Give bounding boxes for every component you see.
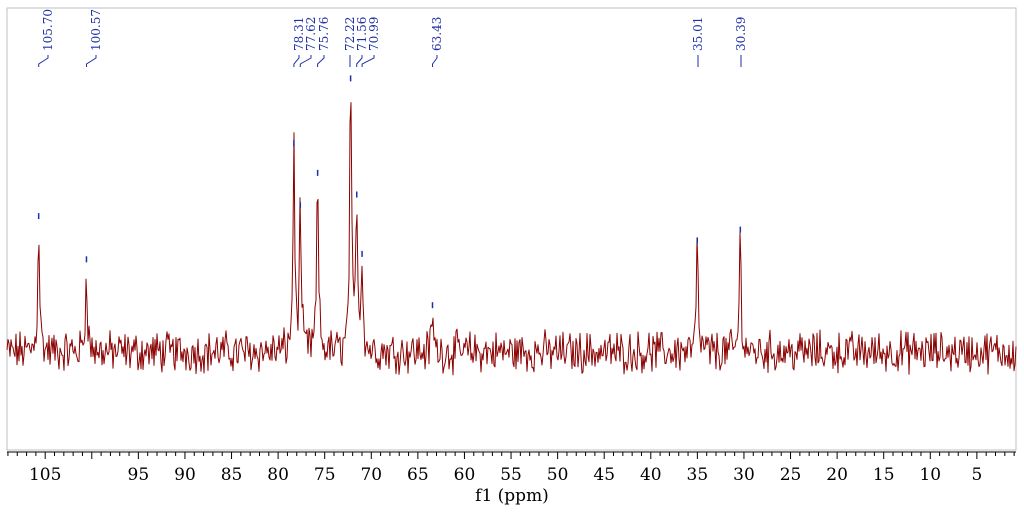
peak-label: 75.76 <box>317 17 331 51</box>
peak-label: 100.57 <box>89 9 103 51</box>
x-tick-label: 75 <box>314 465 336 485</box>
peak-label: 30.39 <box>734 17 748 51</box>
x-tick-label: 25 <box>780 465 802 485</box>
peak-label-leader <box>38 55 49 67</box>
peak-label: 63.43 <box>430 17 444 51</box>
plot-frame <box>6 7 1017 451</box>
x-tick-label: 105 <box>29 465 61 485</box>
x-tick-label: 10 <box>919 465 941 485</box>
x-tick-label: 80 <box>267 465 289 485</box>
x-tick-label: 15 <box>873 465 895 485</box>
spectrum-layer <box>6 102 1017 376</box>
peak-label-leader <box>317 55 325 67</box>
peak-label: 71.56 <box>355 17 369 51</box>
x-tick-label: 50 <box>547 465 569 485</box>
peak-marker-layer <box>37 75 742 309</box>
peak-label: 105.70 <box>41 9 55 51</box>
peak-label-leader <box>432 55 438 67</box>
x-tick-label: 60 <box>454 465 476 485</box>
x-tick-label: 5 <box>971 465 982 485</box>
peak-label-leader <box>86 55 97 67</box>
x-tick-label: 45 <box>593 465 615 485</box>
x-tick-label: 85 <box>221 465 243 485</box>
x-tick-label: 55 <box>500 465 522 485</box>
x-tick-label: 65 <box>407 465 429 485</box>
x-tick-label: 30 <box>733 465 755 485</box>
peak-label: 35.01 <box>691 17 705 51</box>
peak-label-leader <box>293 55 300 67</box>
peak-label-leader <box>356 55 363 67</box>
spectrum-line <box>6 102 1017 376</box>
x-tick-label: 95 <box>128 465 150 485</box>
x-axis-title: f1 (ppm) <box>475 486 549 506</box>
peak-label: 78.31 <box>292 17 306 51</box>
peak-label: 70.99 <box>367 17 381 51</box>
x-tick-label: 20 <box>826 465 848 485</box>
peak-label: 77.62 <box>304 17 318 51</box>
x-axis: 105 95 90 85 80 75 70 65 60 55 50 45 40 35 30 25 20 15 10 5 <box>7 451 1016 485</box>
peak-label-leader <box>361 55 375 67</box>
peak-label-leader <box>299 55 312 67</box>
peak-label: 72.22 <box>343 17 357 51</box>
x-tick-label: 40 <box>640 465 662 485</box>
x-tick-label: 90 <box>174 465 196 485</box>
x-tick-label: 35 <box>687 465 709 485</box>
x-tick-label: 70 <box>360 465 382 485</box>
